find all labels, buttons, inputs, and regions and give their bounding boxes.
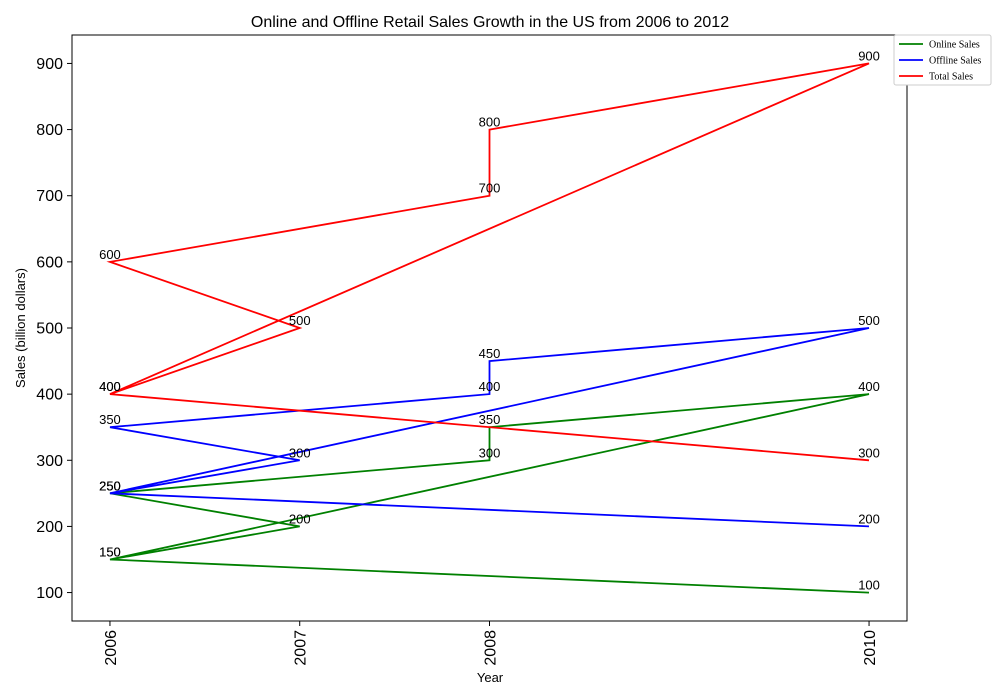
legend-label: Online Sales: [929, 40, 980, 51]
y-axis-label: Sales (billion dollars): [13, 268, 28, 388]
data-label: 100: [858, 578, 880, 593]
y-tick-label: 900: [36, 56, 63, 73]
data-label: 150: [99, 544, 121, 559]
data-label: 500: [289, 313, 311, 328]
data-labels: 1502002503003504001501002503003504004505…: [99, 48, 880, 592]
legend: Online Sales Offline Sales Total Sales: [893, 34, 992, 86]
x-axis: 2006 2007 2008 2010: [103, 621, 879, 666]
data-label: 350: [479, 412, 501, 427]
series-lines: [106, 62, 870, 594]
y-tick-label: 400: [36, 387, 63, 404]
x-tick-label: 2010: [862, 630, 879, 666]
x-tick-label: 2007: [293, 630, 310, 666]
data-label: 800: [479, 115, 501, 130]
series-line: [109, 393, 870, 594]
data-label: 200: [858, 511, 880, 526]
y-tick-label: 200: [36, 519, 63, 536]
data-label: 500: [858, 313, 880, 328]
y-tick-label: 600: [36, 254, 63, 271]
y-axis: 100 200 300 400 500 600 700 800 900: [36, 56, 72, 602]
y-tick-label: 700: [36, 188, 63, 205]
data-label: 250: [99, 478, 121, 493]
data-label: 400: [99, 379, 121, 394]
data-label: 300: [289, 445, 311, 460]
data-label: 400: [858, 379, 880, 394]
data-label: 250: [99, 478, 121, 493]
y-tick-label: 500: [36, 321, 63, 338]
data-label: 700: [479, 181, 501, 196]
data-label: 900: [858, 48, 880, 63]
data-label: 350: [99, 412, 121, 427]
y-tick-label: 300: [36, 453, 63, 470]
x-tick-label: 2008: [483, 630, 500, 666]
x-tick-label: 2006: [103, 630, 120, 666]
data-label: 300: [858, 445, 880, 460]
legend-box: [893, 34, 992, 86]
series-line: [109, 327, 870, 528]
data-label: 200: [289, 511, 311, 526]
data-label: 600: [99, 247, 121, 262]
data-label: 400: [99, 379, 121, 394]
data-label: 250: [99, 478, 121, 493]
y-tick-label: 800: [36, 122, 63, 139]
data-label: 300: [479, 445, 501, 460]
data-label: 400: [479, 379, 501, 394]
x-axis-label: Year: [477, 670, 504, 685]
legend-label: Total Sales: [929, 72, 973, 83]
series-line: [106, 62, 870, 462]
data-label: 150: [99, 544, 121, 559]
legend-label: Offline Sales: [929, 56, 981, 67]
data-label: 450: [479, 346, 501, 361]
y-tick-label: 100: [36, 585, 63, 602]
chart-title: Online and Offline Retail Sales Growth i…: [251, 14, 729, 31]
